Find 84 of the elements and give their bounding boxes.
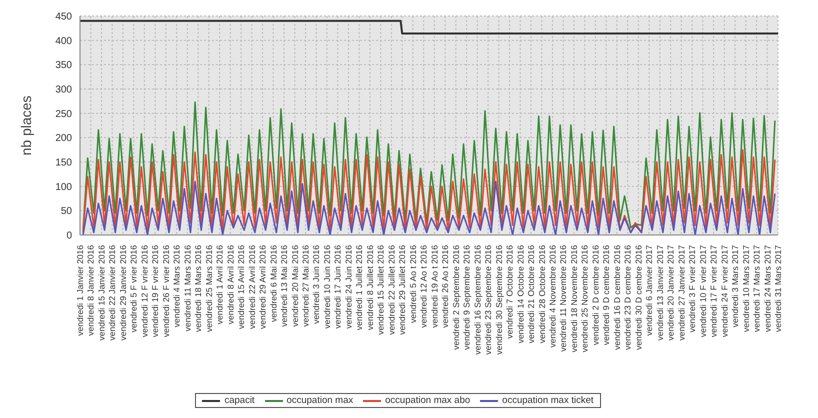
x-tick-label: vendredi 3 Juin 2016 [311, 244, 322, 324]
y-tick-label: 50 [60, 206, 72, 218]
x-tick-label: vendredi 15 Janvier 2016 [96, 244, 106, 340]
y-tick-label: 450 [55, 12, 72, 23]
x-tick-label: vendredi 27 Janvier 2017 [676, 244, 686, 340]
x-tick-label: vendredi 7 Octobre 2016 [504, 244, 515, 339]
x-tick-label: vendredi 14 Octobre 2016 [515, 244, 526, 344]
x-tick-label: vendredi 26 F vrier 2016 [160, 244, 171, 338]
x-tick-label: vendredi 5 Ao t 2016 [408, 244, 418, 323]
x-tick-label: vendredi 18 Mars 2016 [193, 244, 204, 332]
x-tick-label: vendredi 5 F vrier 2016 [128, 244, 139, 332]
x-tick-label: vendredi 11 Mars 2016 [182, 244, 192, 332]
x-tick-label: vendredi 3 Mars 2017 [730, 244, 740, 328]
x-tick-label: vendredi 29 Avril 2016 [258, 244, 268, 329]
x-tick-label: vendredi 10 Juin 2016 [322, 244, 332, 329]
x-tick-label: vendredi 28 Octobre 2016 [536, 244, 547, 344]
y-tick-label: 350 [55, 60, 72, 72]
y-tick-label: 100 [55, 182, 72, 193]
x-tick-label: vendredi 20 Mai 2016 [290, 244, 300, 327]
x-tick-label: vendredi 6 Mai 2016 [268, 244, 278, 322]
x-tick-label: vendredi 26 Ao t 2016 [440, 244, 450, 328]
x-tick-label: vendredi 23 Septembre 2016 [483, 244, 494, 355]
x-tick-label: vendredi 16 Septembre 2016 [472, 244, 482, 355]
line-series [82, 149, 776, 234]
y-axis-title: nb places [18, 96, 34, 156]
line-series [82, 180, 776, 235]
x-tick-label: vendredi 24 Mars 2017 [762, 244, 772, 332]
x-tick-label: vendredi 29 Juillet 2016 [397, 244, 408, 335]
x-tick-label: vendredi 1 Juillet 2016 [354, 244, 364, 330]
x-tick-label: vendredi 17 Juin 2016 [332, 244, 343, 329]
x-tick-label: vendredi 19 Ao t 2016 [429, 244, 440, 328]
x-tick-label: vendredi 12 Ao t 2016 [418, 244, 429, 328]
x-tick-label: vendredi 30 Septembre 2016 [494, 244, 504, 355]
x-tick-label: vendredi 15 Juillet 2016 [376, 244, 386, 335]
legend-label: capacit [224, 395, 255, 406]
x-tick-label: vendredi 22 Avril 2016 [246, 244, 257, 329]
x-tick-label: vendredi 10 F vrier 2017 [698, 244, 708, 338]
x-tick-label: vendredi 15 Avril 2016 [236, 244, 246, 329]
x-tick-label: vendredi 12 F vrier 2016 [139, 244, 150, 338]
x-tick-label: vendredi 25 Novembre 2016 [580, 244, 590, 352]
line-series [82, 101, 776, 231]
y-tick-label: 300 [55, 84, 72, 96]
legend-label: occupation max abo [385, 395, 470, 406]
x-tick-label: vendredi 9 Septembre 2016 [462, 244, 472, 350]
x-tick-label: vendredi 4 Novembre 2016 [547, 244, 558, 348]
x-tick-label: vendredi 8 Janvier 2016 [86, 244, 96, 336]
x-tick-label: vendredi 1 Janvier 2016 [75, 244, 85, 336]
y-tick-label: 250 [55, 108, 72, 120]
x-tick-label: vendredi 10 Mars 2017 [740, 244, 751, 332]
x-tick-label: vendredi 9 D cembre 2016 [601, 244, 612, 346]
x-tick-label: vendredi 3 F vrier 2017 [687, 244, 698, 332]
x-tick-label: vendredi 2 Septembre 2016 [450, 244, 461, 350]
x-tick-label: vendredi 2 D cembre 2016 [590, 244, 600, 346]
x-tick-label: vendredi 27 Mai 2016 [300, 244, 311, 327]
x-tick-label: vendredi 24 Juin 2016 [343, 244, 354, 329]
x-tick-label: vendredi 21 Octobre 2016 [526, 244, 536, 344]
legend-label: occupation max [286, 395, 354, 406]
y-tick-label: 400 [55, 36, 72, 47]
x-tick-label: vendredi 11 Novembre 2016 [558, 244, 568, 352]
legend-label: occupation max ticket [502, 395, 594, 406]
x-tick-label: vendredi 8 Avril 2016 [225, 244, 236, 324]
x-tick-label: vendredi 1 Avril 2016 [214, 244, 225, 324]
x-tick-label: vendredi 17 F vrier 2017 [708, 244, 719, 338]
x-tick-label: vendredi 22 Juillet 2016 [386, 244, 396, 335]
y-tick-label: 150 [55, 158, 72, 169]
x-tick-label: vendredi 8 Juillet 2016 [364, 244, 375, 330]
x-tick-label: vendredi 18 Novembre 2016 [568, 244, 579, 352]
x-tick-label: vendredi 13 Janvier 2017 [654, 244, 665, 340]
x-tick-label: vendredi 4 Mars 2016 [172, 244, 182, 328]
x-tick-label: vendredi 30 D cembre 2016 [633, 244, 644, 350]
x-tick-label: vendredi 29 Janvier 2016 [118, 244, 128, 340]
y-tick-label: 200 [55, 133, 72, 144]
x-tick-label: vendredi 19 F vrier 2016 [150, 244, 160, 338]
x-tick-label: vendredi 20 Janvier 2017 [666, 244, 676, 340]
x-tick-label: vendredi 24 F vrier 2017 [719, 244, 730, 338]
x-tick-label: vendredi 16 D cembre 2016 [612, 244, 622, 350]
x-tick-label: vendredi 31 Mars 2017 [773, 244, 783, 332]
x-tick-label: vendredi 22 Janvier 2016 [107, 244, 118, 340]
x-tick-label: vendredi 17 Mars 2017 [752, 244, 762, 332]
y-tick-label: 0 [66, 230, 72, 242]
x-tick-label: vendredi 25 Mars 2016 [204, 244, 214, 332]
x-tick-label: vendredi 6 Janvier 2017 [644, 244, 654, 336]
x-tick-label: vendredi 13 Mai 2016 [279, 244, 290, 327]
x-tick-label: vendredi 23 D cembre 2016 [622, 244, 633, 350]
